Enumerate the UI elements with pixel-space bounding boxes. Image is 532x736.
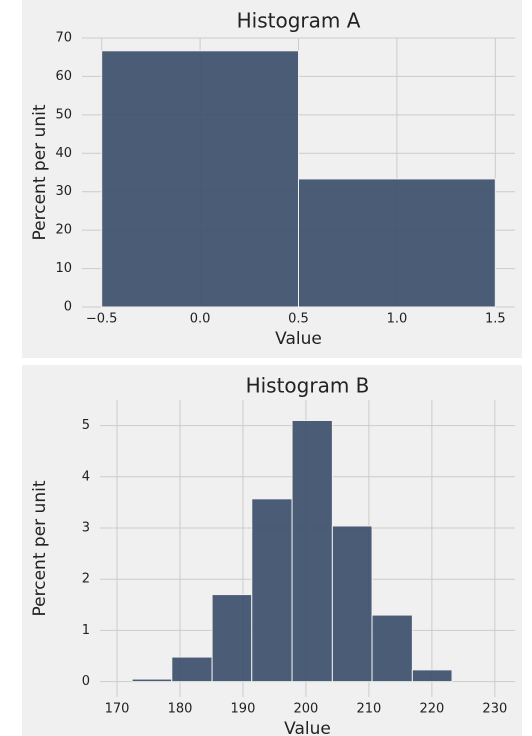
y-tick-label: 20 bbox=[55, 223, 72, 238]
y-tick-label: 2 bbox=[82, 572, 90, 587]
y-tick-label: 10 bbox=[55, 261, 72, 276]
x-tick-label: 0.5 bbox=[288, 312, 309, 327]
bar bbox=[171, 656, 213, 683]
y-tick-label: 70 bbox=[55, 31, 72, 46]
bar bbox=[211, 594, 253, 683]
y-axis-label: Percent per unit bbox=[30, 480, 50, 616]
x-tick-label: 180 bbox=[168, 702, 193, 717]
chart-title: Histogram A bbox=[237, 9, 361, 33]
x-tick-label: 1.5 bbox=[485, 312, 506, 327]
bar bbox=[371, 614, 413, 683]
bar bbox=[291, 419, 333, 683]
y-tick-label: 60 bbox=[55, 69, 72, 84]
y-tick-label: 0 bbox=[64, 300, 72, 315]
y-tick-label: 40 bbox=[55, 146, 72, 161]
x-axis-label: Value bbox=[275, 329, 322, 349]
bar bbox=[331, 525, 373, 683]
y-tick-label: 0 bbox=[82, 674, 90, 689]
x-tick-label: 1.0 bbox=[387, 312, 408, 327]
bar bbox=[251, 498, 293, 683]
bar bbox=[298, 178, 496, 308]
x-tick-label: 230 bbox=[482, 702, 507, 717]
x-tick-label: −0.5 bbox=[86, 312, 118, 327]
x-tick-label: 210 bbox=[356, 702, 381, 717]
y-tick-label: 50 bbox=[55, 107, 72, 122]
y-tick-label: 5 bbox=[82, 418, 90, 433]
x-tick-label: 190 bbox=[231, 702, 256, 717]
bar bbox=[101, 50, 299, 308]
bar bbox=[411, 669, 453, 683]
y-tick-label: 30 bbox=[55, 184, 72, 199]
y-tick-label: 4 bbox=[82, 469, 90, 484]
bar bbox=[131, 678, 173, 683]
x-axis-label: Value bbox=[284, 719, 331, 736]
x-tick-label: 0.0 bbox=[190, 312, 211, 327]
y-tick-label: 3 bbox=[82, 521, 90, 536]
x-tick-label: 170 bbox=[105, 702, 130, 717]
y-tick-label: 1 bbox=[82, 623, 90, 638]
chart-title: Histogram B bbox=[246, 374, 370, 398]
y-axis-label: Percent per unit bbox=[30, 104, 50, 240]
x-tick-label: 220 bbox=[419, 702, 444, 717]
x-tick-label: 200 bbox=[294, 702, 319, 717]
